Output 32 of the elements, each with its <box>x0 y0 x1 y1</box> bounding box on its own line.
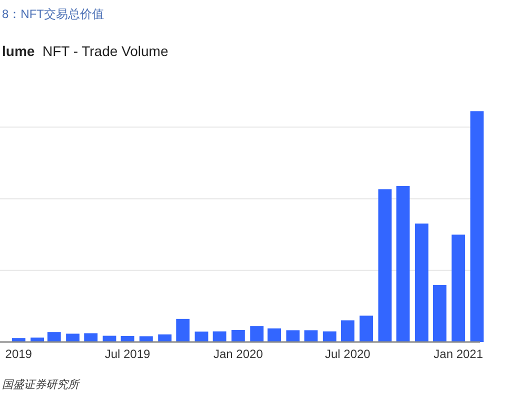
bar <box>212 331 226 342</box>
bar <box>304 330 318 342</box>
bar <box>432 284 446 342</box>
bar <box>360 316 374 342</box>
bar <box>66 334 80 342</box>
x-tick-label: 2019 <box>5 347 32 361</box>
bar <box>47 332 61 342</box>
bar <box>340 320 354 342</box>
bar <box>322 331 336 342</box>
x-tick-label: Jul 2020 <box>324 347 371 361</box>
bar <box>396 186 410 342</box>
bar <box>158 334 172 342</box>
bar <box>250 326 264 342</box>
bar <box>378 189 392 342</box>
bar <box>12 338 26 342</box>
bar <box>470 111 484 342</box>
bar <box>139 336 153 342</box>
bar <box>452 234 466 342</box>
bar <box>176 318 190 342</box>
bar <box>286 330 300 342</box>
chart-subtitle: lume NFT - Trade Volume <box>2 43 168 59</box>
bar <box>194 332 208 342</box>
bar <box>84 333 98 342</box>
bar <box>268 328 281 342</box>
text: 国盛证券研究所 <box>2 378 81 391</box>
bar <box>30 338 44 342</box>
x-tick-label: Jan 2020 <box>214 347 264 361</box>
bar <box>231 330 245 342</box>
bar <box>414 224 428 342</box>
x-tick-label: Jan 2021 <box>434 347 484 361</box>
chart-title: 8：NFT交易总价值 <box>2 7 104 21</box>
x-tick-label: Jul 2019 <box>104 347 151 361</box>
